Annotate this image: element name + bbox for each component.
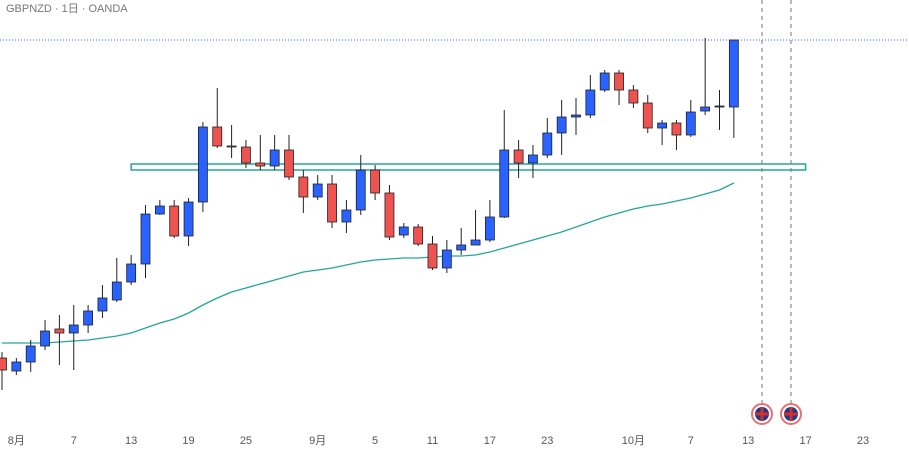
candle-body	[197, 126, 208, 203]
candle-body	[614, 72, 624, 91]
candle-body	[241, 146, 251, 164]
candle-body	[384, 192, 395, 238]
candle-body	[54, 328, 65, 334]
x-tick-label: 23	[857, 435, 869, 447]
candle-body	[169, 205, 180, 237]
candle-body	[657, 122, 667, 129]
event-flag[interactable]	[780, 403, 802, 425]
x-tick-label: 13	[742, 435, 754, 447]
x-tick-label: 11	[427, 435, 438, 447]
candle-body	[298, 176, 309, 198]
candle-body	[441, 249, 452, 269]
candle-body	[571, 114, 581, 118]
candle-body	[11, 361, 22, 372]
candle-body	[685, 111, 696, 136]
support-zone	[130, 163, 807, 171]
candle-body	[154, 205, 165, 215]
candle-body	[714, 105, 725, 108]
candle-body	[355, 169, 366, 211]
candle-body	[456, 244, 467, 251]
candle-body	[140, 213, 151, 265]
candle-body	[40, 330, 50, 347]
x-tick-label: 19	[182, 435, 194, 447]
x-tick-label: 10月	[622, 435, 645, 447]
candle-body	[513, 149, 524, 164]
x-tick-label: 17	[484, 435, 496, 447]
candle-body	[97, 297, 108, 312]
candle-body	[25, 345, 36, 363]
candle-body	[68, 324, 79, 334]
x-tick-label: 7	[71, 435, 77, 447]
x-tick-label: 25	[240, 435, 252, 447]
candle-body	[470, 239, 481, 246]
x-tick-label: 17	[799, 435, 811, 447]
candle-body	[700, 106, 711, 112]
candle-body	[484, 216, 495, 241]
candle-body	[226, 145, 237, 148]
x-tick-label: 23	[541, 435, 553, 447]
candle-body	[728, 39, 739, 108]
candle-body	[341, 209, 352, 223]
candle-body	[183, 201, 194, 237]
chart-title: GBPNZD · 1日 · OANDA	[6, 3, 128, 15]
moving-average	[2, 182, 735, 344]
x-tick-label: 5	[372, 435, 378, 447]
x-tick-label: 9月	[309, 435, 326, 447]
x-tick-label: 8月	[8, 435, 25, 447]
candle-body	[111, 281, 122, 301]
candle-body	[83, 310, 93, 326]
candle-body	[126, 263, 137, 283]
candle-body	[398, 226, 409, 236]
candle-body	[0, 357, 7, 371]
candle-body	[212, 126, 223, 147]
x-tick-label: 7	[688, 435, 694, 447]
candle-body	[255, 162, 266, 167]
candle-body	[413, 226, 424, 245]
candle-body	[327, 183, 337, 223]
candle-body	[269, 149, 280, 167]
candle-body	[599, 72, 610, 91]
candle-body	[542, 132, 553, 156]
candle-body	[556, 116, 567, 134]
candle-body	[370, 169, 381, 194]
candle-body	[427, 243, 438, 269]
candle-body	[528, 154, 538, 164]
candle-body	[499, 149, 510, 218]
event-flag[interactable]	[751, 403, 773, 425]
candle-body	[628, 89, 639, 104]
x-tick-label: 13	[125, 435, 137, 447]
candle-body	[642, 102, 653, 129]
candle-body	[312, 183, 323, 198]
candle-body	[284, 149, 294, 178]
candle-body	[671, 122, 682, 136]
candle-body	[585, 89, 596, 116]
